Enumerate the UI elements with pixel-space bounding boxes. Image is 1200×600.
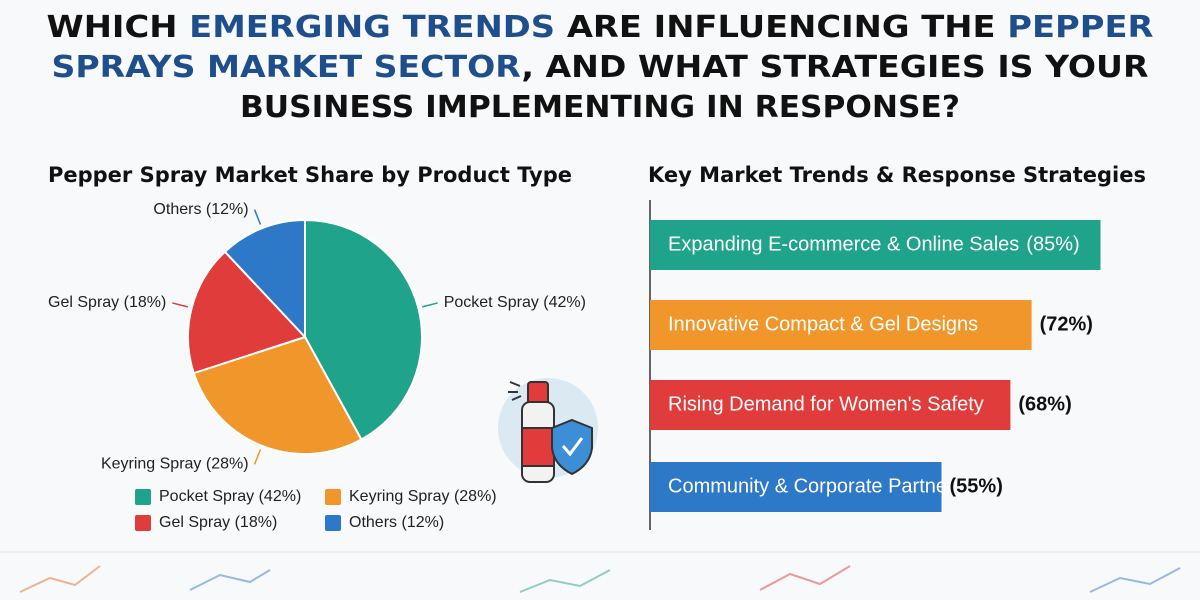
- headline-line: BUSINESS IMPLEMENTING IN RESPONSE?: [240, 90, 960, 125]
- slice-label: Pocket Spray (42%): [444, 294, 586, 311]
- icon-shield: [551, 418, 593, 476]
- headline-segment: WHICH: [47, 10, 190, 45]
- chart-title: Key Market Trends & Response Strategies: [648, 163, 1146, 187]
- headline-segment: BUSINESS IMPLEMENTING IN RESPONSE?: [240, 90, 960, 125]
- bar-value-label: (85%): [1026, 233, 1079, 255]
- pie-slice: [304, 218, 423, 441]
- legend-label: Others (12%): [349, 514, 444, 531]
- bar: [650, 300, 1032, 350]
- bar-value-label: (68%): [1018, 393, 1071, 415]
- legend-swatch: [135, 515, 151, 531]
- pie-slice: [192, 335, 363, 455]
- bar-label: Community & Corporate Partnerships: [668, 475, 1000, 497]
- decor-line: [189, 569, 271, 591]
- headline-segment: PEPPER: [1007, 10, 1153, 45]
- headline-segment: ARE INFLUENCING THE: [555, 10, 1007, 45]
- slice-label: Others (12%): [153, 201, 248, 218]
- chart-title: Pepper Spray Market Share by Product Typ…: [48, 163, 572, 187]
- bar-label: Expanding E-commerce & Online Sales: [668, 233, 1019, 255]
- pie-slice: [187, 250, 307, 375]
- decor-line: [759, 565, 851, 591]
- legend-label: Pocket Spray (42%): [159, 488, 301, 505]
- bar-label: Innovative Compact & Gel Designs: [668, 313, 978, 335]
- bar-label: Rising Demand for Women's Safety: [668, 393, 984, 415]
- headline-line: WHICH EMERGING TRENDS ARE INFLUENCING TH…: [47, 10, 1154, 45]
- icon-check: [561, 437, 584, 457]
- spray-icon: [498, 378, 598, 483]
- leader-line: [253, 449, 262, 465]
- bar: [650, 462, 942, 512]
- decor-strip: [0, 551, 1200, 593]
- decor-line: [19, 565, 101, 593]
- headline-segment: EMERGING TRENDS: [189, 10, 555, 45]
- leader-line: [422, 302, 438, 308]
- leader-line: [253, 209, 262, 225]
- bar: [650, 380, 1011, 430]
- legend-swatch: [135, 489, 151, 505]
- legend-label: Keyring Spray (28%): [349, 488, 497, 505]
- icon-spray-lines: [508, 381, 522, 401]
- headline-segment: , AND WHAT STRATEGIES IS YOUR: [521, 50, 1148, 85]
- slice-label: Gel Spray (18%): [48, 294, 166, 311]
- legend-label: Gel Spray (18%): [159, 514, 277, 531]
- legend-swatch: [325, 489, 341, 505]
- bar: [650, 220, 1101, 270]
- decor-line: [519, 569, 611, 593]
- icon-cap: [527, 381, 549, 405]
- legend-swatch: [325, 515, 341, 531]
- leader-line: [172, 302, 188, 308]
- headline-segment: SPRAYS MARKET SECTOR: [52, 50, 522, 85]
- icon-band: [521, 427, 555, 467]
- pie-slice: [223, 218, 306, 340]
- bar-value-label: (55%): [950, 475, 1003, 497]
- headline: WHICH EMERGING TRENDS ARE INFLUENCING TH…: [47, 10, 1154, 125]
- headline-line: SPRAYS MARKET SECTOR, AND WHAT STRATEGIE…: [52, 50, 1149, 85]
- decor-line: [1089, 567, 1181, 593]
- bar-value-label: (72%): [1040, 313, 1093, 335]
- slice-label: Keyring Spray (28%): [101, 456, 249, 473]
